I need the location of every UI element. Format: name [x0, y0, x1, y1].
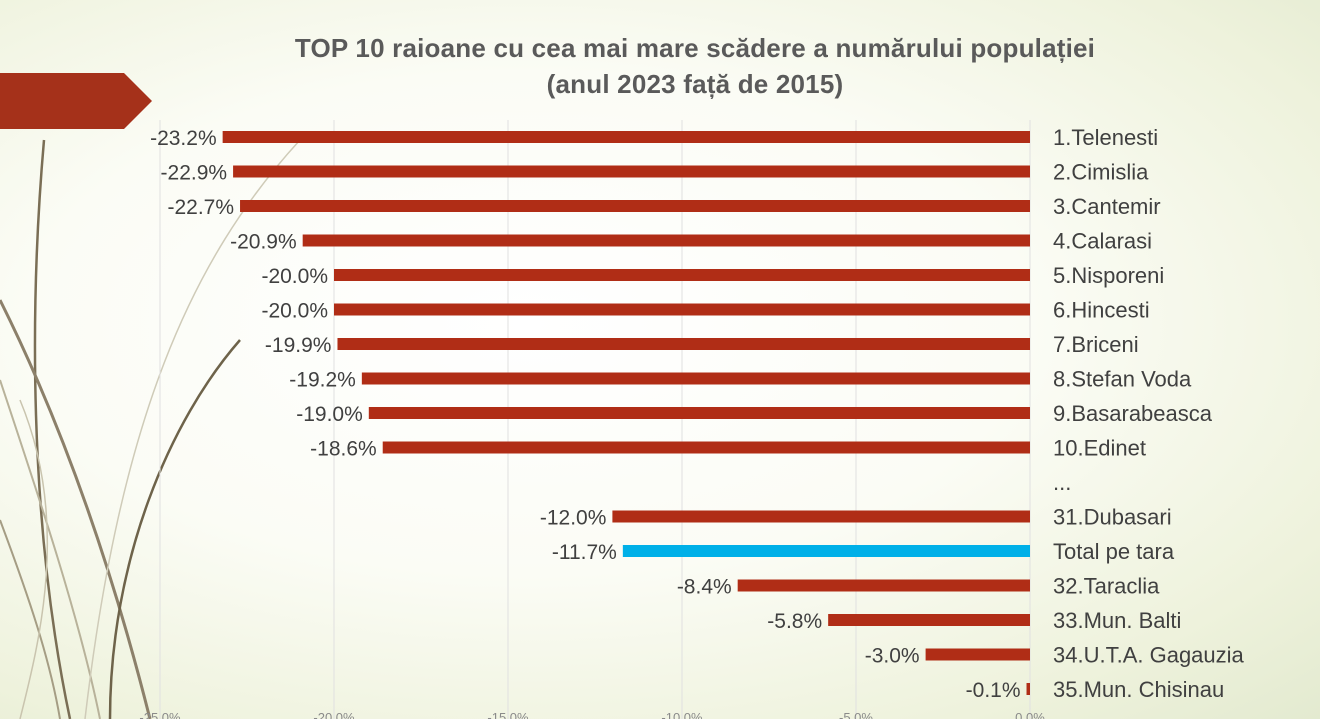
data-label: -19.0% — [296, 403, 363, 426]
category-label: 3.Cantemir — [1053, 194, 1161, 219]
category-label: 1.Telenesti — [1053, 125, 1158, 150]
category-label: 2.Cimislia — [1053, 160, 1149, 185]
category-label: 10.Edinet — [1053, 436, 1146, 461]
data-label: -12.0% — [540, 507, 607, 530]
data-label: -3.0% — [865, 645, 920, 668]
category-label: 35.Mun. Chisinau — [1053, 677, 1224, 702]
data-label: -23.2% — [150, 127, 217, 150]
category-label: ... — [1053, 470, 1071, 495]
x-axis-ticks: -25.0% -20.0% -15.0% -10.0% -5.0% 0.0% — [139, 710, 1045, 719]
decorative-tab — [0, 73, 152, 129]
bar — [337, 338, 1031, 350]
bar — [1026, 683, 1030, 695]
bar — [233, 165, 1030, 178]
bar — [622, 545, 1030, 557]
category-label: 8.Stefan Voda — [1053, 367, 1192, 392]
category-label: 5.Nisporeni — [1053, 263, 1164, 288]
bar — [222, 131, 1030, 143]
chart-title: TOP 10 raioane cu cea mai mare scădere a… — [0, 30, 1320, 102]
x-tick-label: -20.0% — [313, 710, 355, 719]
x-tick-label: 0.0% — [1015, 710, 1045, 719]
data-label: -0.1% — [966, 679, 1021, 702]
value-labels: -23.2% -22.9% -22.7% -20.9% -20.0% -20.0% -19.… — [150, 127, 1020, 702]
data-label: -5.8% — [767, 610, 822, 633]
data-label: -19.2% — [289, 369, 356, 392]
category-label: 31.Dubasari — [1053, 505, 1172, 530]
category-label: 34.U.T.A. Gagauzia — [1053, 643, 1245, 668]
data-label: -18.6% — [310, 438, 377, 461]
category-label: 7.Briceni — [1053, 332, 1139, 357]
category-label: 9.Basarabeasca — [1053, 401, 1213, 426]
category-label: 6.Hincesti — [1053, 298, 1150, 323]
data-label: -11.7% — [552, 541, 617, 564]
bars — [222, 131, 1031, 695]
data-label: -19.9% — [265, 334, 332, 357]
category-label: 32.Taraclia — [1053, 574, 1160, 599]
data-label: -20.0% — [261, 300, 328, 323]
bar — [334, 269, 1030, 281]
category-label: 33.Mun. Balti — [1053, 608, 1181, 633]
bar — [612, 510, 1030, 523]
bar — [925, 648, 1030, 661]
bar — [361, 372, 1031, 385]
bar — [382, 441, 1031, 454]
data-label: -8.4% — [677, 576, 732, 599]
data-label: -20.0% — [261, 265, 328, 288]
data-label: -22.9% — [161, 162, 228, 185]
bar — [368, 407, 1030, 419]
bar — [334, 303, 1030, 316]
category-labels: 1.Telenesti 2.Cimislia 3.Cantemir 4.Calaras… — [1053, 125, 1245, 702]
bar — [302, 234, 1030, 247]
bar — [737, 579, 1030, 592]
x-tick-label: -10.0% — [661, 710, 703, 719]
category-label: 4.Calarasi — [1053, 229, 1152, 254]
chart-title-line-2: (anul 2023 față de 2015) — [546, 69, 844, 99]
x-tick-label: -5.0% — [839, 710, 873, 719]
x-tick-label: -25.0% — [139, 710, 181, 719]
bar — [828, 614, 1030, 626]
data-label: -22.7% — [167, 196, 234, 219]
decorative-curves — [0, 139, 301, 719]
data-label: -20.9% — [230, 231, 297, 254]
chart-title-line-1: TOP 10 raioane cu cea mai mare scădere a… — [294, 33, 1096, 63]
bar — [240, 200, 1031, 212]
category-label: Total pe tara — [1053, 539, 1175, 564]
x-tick-label: -15.0% — [487, 710, 529, 719]
